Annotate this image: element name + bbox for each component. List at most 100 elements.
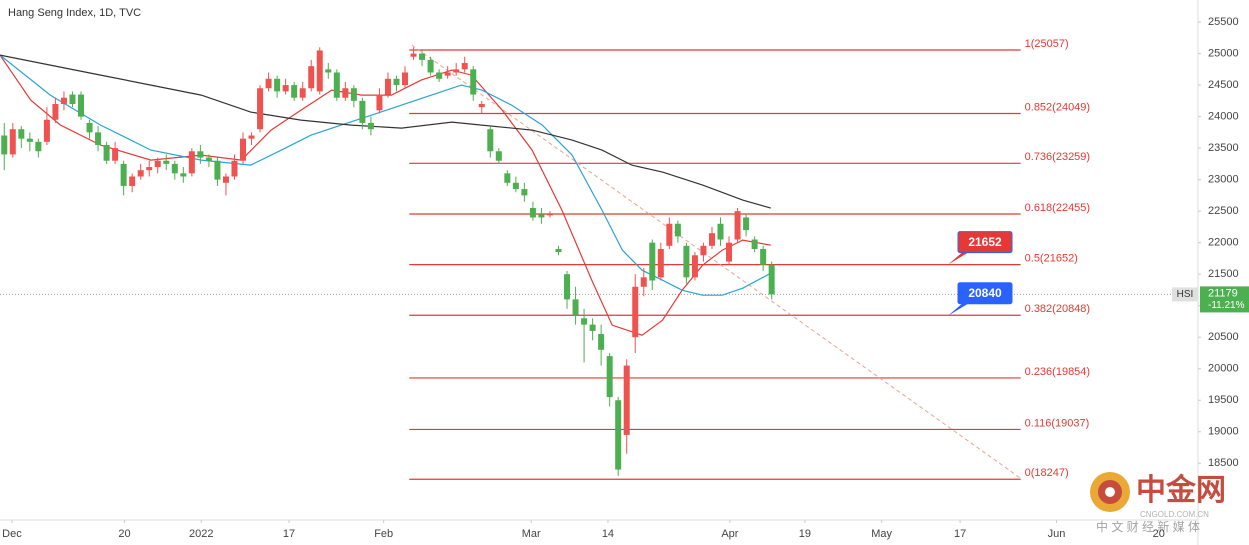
candle-body xyxy=(546,214,553,216)
y-tick-label: 19000 xyxy=(1208,426,1239,438)
candle-body xyxy=(257,88,264,130)
candle-body xyxy=(691,255,698,278)
candle-body xyxy=(657,248,664,278)
x-tick-label: Dec xyxy=(2,528,22,540)
trendline xyxy=(411,44,1021,479)
x-tick-label: 19 xyxy=(799,528,811,540)
callout-pointer xyxy=(948,252,968,265)
candle-body xyxy=(674,223,681,237)
candle-body xyxy=(640,277,647,287)
fib-label: 1(25057) xyxy=(1025,38,1069,50)
candle-body xyxy=(606,356,613,398)
candle-body xyxy=(103,144,110,161)
y-tick-label: 25000 xyxy=(1208,47,1239,59)
candle-body xyxy=(129,176,136,186)
candle-body xyxy=(78,94,85,117)
y-tick-label: 20000 xyxy=(1208,363,1239,375)
x-tick-label: Jun xyxy=(1048,528,1066,540)
candle-body xyxy=(308,66,315,89)
watermark: 中金网 CNGOLD.COM.CN 中 文 财 经 新 媒 体 xyxy=(1090,472,1226,534)
candle-body xyxy=(9,129,16,155)
moving-average xyxy=(0,54,771,336)
candle-body xyxy=(120,163,127,186)
candle-body xyxy=(367,122,374,130)
fib-label: 0.5(21652) xyxy=(1025,253,1078,265)
candle-body xyxy=(376,94,383,111)
candle-body xyxy=(666,223,673,246)
watermark-title: 中金网 xyxy=(1136,473,1226,507)
candle-body xyxy=(726,242,733,262)
candle-body xyxy=(700,245,707,256)
candle-body xyxy=(240,138,247,161)
candle-body xyxy=(274,78,281,92)
watermark-site: CNGOLD.COM.CN xyxy=(1140,510,1209,519)
logo-dot xyxy=(1105,487,1115,497)
candle-body xyxy=(342,88,349,98)
fib-label: 0.852(24049) xyxy=(1025,101,1090,113)
candle-body xyxy=(316,50,323,92)
last-price-label: 21179 xyxy=(1208,287,1238,299)
y-tick-label: 19500 xyxy=(1208,394,1239,406)
callout-box xyxy=(957,282,1013,305)
moving-average xyxy=(0,54,771,209)
candle-body xyxy=(350,88,357,101)
x-tick-label: 20 xyxy=(1153,528,1165,540)
candle-body xyxy=(615,400,622,470)
candle-body xyxy=(572,299,579,316)
last-change-label: -11.21% xyxy=(1208,300,1245,311)
y-tick-label: 24500 xyxy=(1208,79,1239,91)
candle-body xyxy=(743,217,750,231)
fib-label: 0(18247) xyxy=(1025,467,1069,479)
y-tick-label: 22000 xyxy=(1208,237,1239,249)
y-tick-label: 24000 xyxy=(1208,111,1239,123)
candle-body xyxy=(581,318,588,325)
candle-body xyxy=(487,129,494,152)
candle-body xyxy=(265,78,272,89)
candle-body xyxy=(1,135,8,155)
candle-body xyxy=(538,214,545,218)
candle-body xyxy=(52,104,59,120)
candle-body xyxy=(632,286,639,338)
callout-label: 21652 xyxy=(968,235,1002,249)
candle-body xyxy=(760,248,767,265)
candle-body xyxy=(69,94,76,104)
fib-label: 0.116(19037) xyxy=(1025,417,1090,429)
candle-body xyxy=(171,163,178,174)
x-tick-label: May xyxy=(871,528,892,540)
candle-body xyxy=(683,245,690,278)
candle-body xyxy=(768,264,775,295)
candle-body xyxy=(410,53,417,57)
candle-body xyxy=(18,129,25,139)
callout: 20840 xyxy=(948,282,1013,316)
x-tick-label: 17 xyxy=(954,528,966,540)
candle-body xyxy=(623,365,630,435)
candle-body xyxy=(589,324,596,331)
y-tick-label: 18500 xyxy=(1208,457,1239,469)
candle-body xyxy=(402,72,409,86)
candle-body xyxy=(734,211,741,240)
candle-body xyxy=(163,160,170,164)
candle-body xyxy=(60,97,67,104)
candle-body xyxy=(436,72,443,79)
candle-body xyxy=(393,78,400,86)
candle-body xyxy=(564,274,571,300)
candle-body xyxy=(137,170,144,177)
candle-body xyxy=(205,157,212,161)
candle-body xyxy=(453,69,460,73)
candle-body xyxy=(512,182,519,190)
candle-body xyxy=(197,151,204,158)
candle-body xyxy=(555,248,562,253)
candle-body xyxy=(649,242,656,281)
x-tick-label: Mar xyxy=(522,528,541,540)
candle-body xyxy=(291,85,298,98)
candle-body xyxy=(444,72,451,76)
candle-body xyxy=(384,78,391,95)
x-tick-label: 17 xyxy=(283,528,295,540)
candle-body xyxy=(521,189,528,196)
candle-body xyxy=(231,160,238,177)
candle-body xyxy=(478,104,485,108)
callout-box xyxy=(957,231,1013,254)
candle-body xyxy=(146,167,153,171)
x-tick-label: Apr xyxy=(721,528,738,540)
symbol-box xyxy=(1172,287,1198,302)
